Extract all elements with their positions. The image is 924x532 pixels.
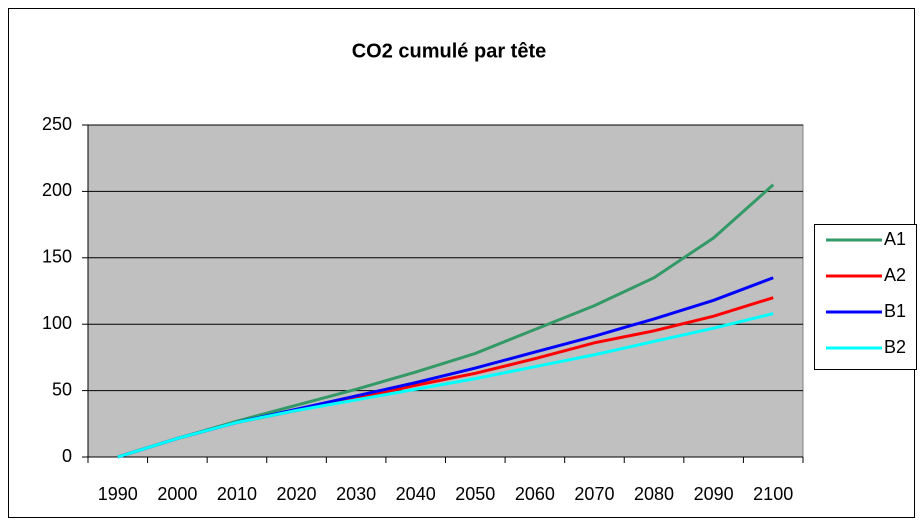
y-tick-label: 100 — [42, 313, 72, 333]
y-tick-label: 200 — [42, 180, 72, 200]
x-tick-label: 2050 — [455, 484, 495, 504]
series-line — [117, 312, 774, 459]
x-tick-label: 2100 — [753, 484, 793, 504]
x-tick-label: 2040 — [396, 484, 436, 504]
legend-label: A2 — [884, 265, 906, 285]
x-tick-label: 2030 — [336, 484, 376, 504]
y-tick-label: 0 — [62, 446, 72, 466]
x-tick-label: 2020 — [277, 484, 317, 504]
x-tick-label: 1990 — [98, 484, 138, 504]
y-tick-label: 50 — [52, 379, 72, 399]
y-tick-label: 250 — [42, 114, 72, 134]
x-tick-label: 2080 — [634, 484, 674, 504]
x-tick-label: 2060 — [515, 484, 555, 504]
legend-label: B1 — [884, 301, 906, 321]
legend-box — [814, 224, 917, 370]
x-tick-label: 2070 — [574, 484, 614, 504]
x-tick-label: 2000 — [157, 484, 197, 504]
chart-title: CO2 cumulé par tête — [352, 40, 547, 62]
x-tick-label: 2010 — [217, 484, 257, 504]
y-tick-label: 150 — [42, 247, 72, 267]
x-tick-label: 2090 — [694, 484, 734, 504]
legend-label: B2 — [884, 337, 906, 357]
legend-label: A1 — [884, 229, 906, 249]
plot-area — [87, 124, 804, 458]
